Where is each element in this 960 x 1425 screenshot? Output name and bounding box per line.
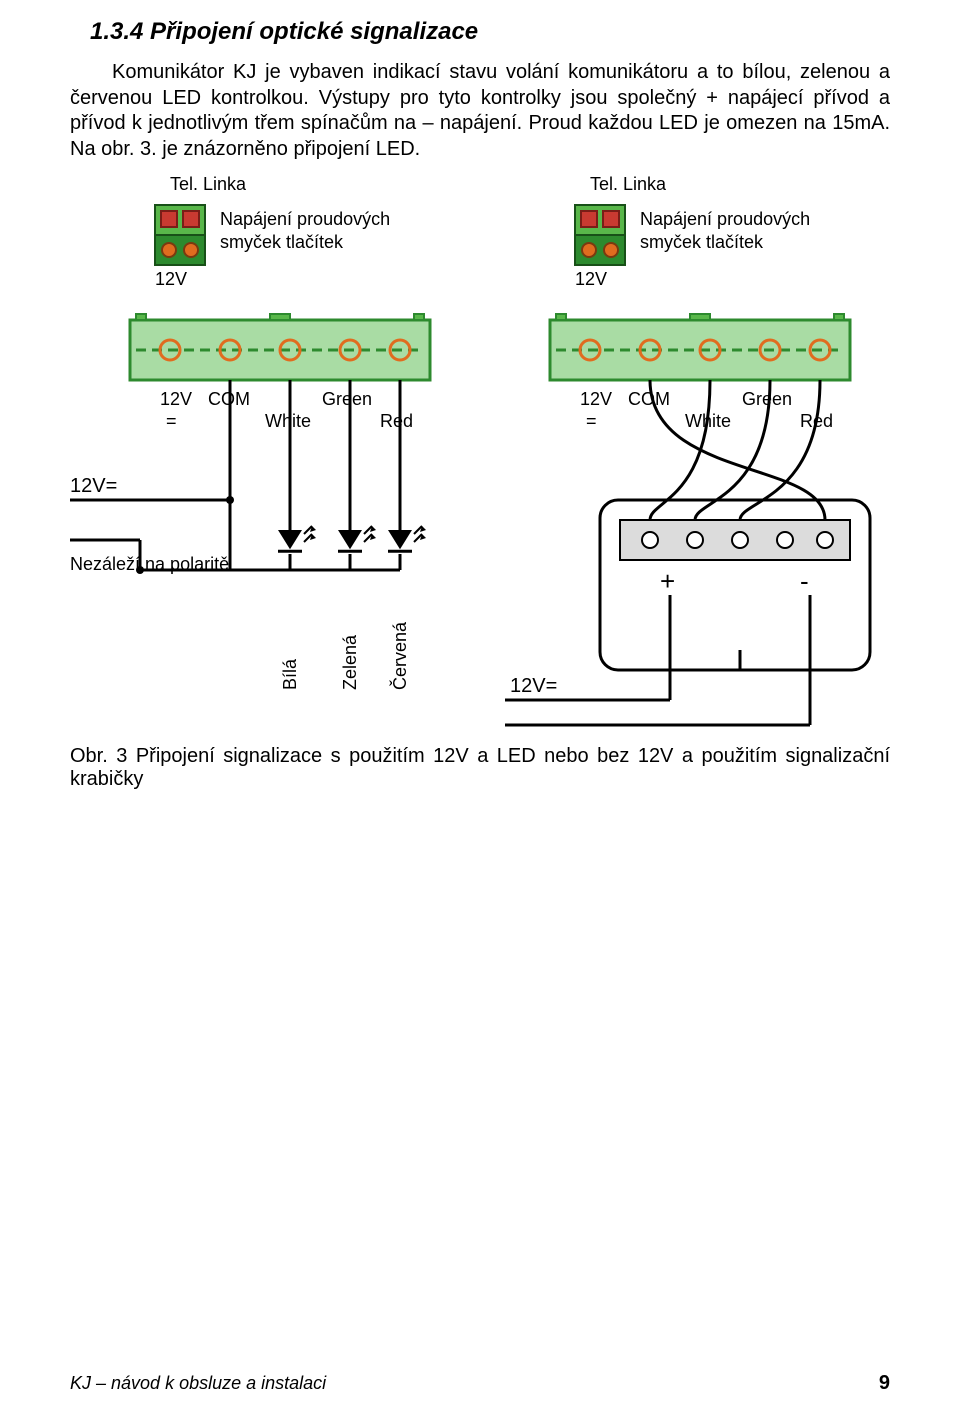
svg-text:Napájení proudových: Napájení proudových <box>640 209 810 229</box>
page-footer: KJ – návod k obsluze a instalaci 9 <box>70 1372 890 1395</box>
svg-text:Green: Green <box>322 389 372 409</box>
body-paragraph: Komunikátor KJ je vybaven indikací stavu… <box>70 60 890 162</box>
svg-text:smyček tlačítek: smyček tlačítek <box>640 232 764 252</box>
section-heading: 1.3.4 Připojení optické signalizace <box>90 18 890 46</box>
svg-text:Tel. Linka: Tel. Linka <box>590 174 667 194</box>
svg-text:Green: Green <box>742 389 792 409</box>
svg-text:-: - <box>800 566 809 596</box>
footer-page-number: 9 <box>879 1372 890 1395</box>
wiring-diagram: Tel. Linka Napájení proudových smyček tlač… <box>70 170 890 730</box>
svg-text:Napájení proudových: Napájení proudových <box>220 209 390 229</box>
svg-text:12V=: 12V= <box>510 675 557 697</box>
figure-caption: Obr. 3 Připojení signalizace s použitím … <box>70 745 890 791</box>
svg-text:12V: 12V <box>160 389 192 409</box>
svg-text:Tel. Linka: Tel. Linka <box>170 174 247 194</box>
svg-text:COM: COM <box>628 389 670 409</box>
svg-text:12V: 12V <box>155 269 187 289</box>
svg-text:12V: 12V <box>575 269 607 289</box>
svg-text:Bílá: Bílá <box>280 658 300 690</box>
svg-text:Nezáleží na polaritě: Nezáleží na polaritě <box>70 554 229 574</box>
svg-text:=: = <box>586 411 597 431</box>
diagram-figure: Tel. Linka Napájení proudových smyček tlač… <box>70 170 890 735</box>
svg-text:=: = <box>166 411 177 431</box>
svg-text:+: + <box>660 566 675 596</box>
svg-text:12V: 12V <box>580 389 612 409</box>
svg-text:Červená: Červená <box>389 621 410 690</box>
page: 1.3.4 Připojení optické signalizace Komu… <box>0 0 960 1425</box>
svg-text:Red: Red <box>380 411 413 431</box>
svg-text:Zelená: Zelená <box>340 634 360 690</box>
svg-text:smyček tlačítek: smyček tlačítek <box>220 232 344 252</box>
footer-title: KJ – návod k obsluze a instalaci <box>70 1373 326 1394</box>
svg-text:White: White <box>265 411 311 431</box>
svg-text:12V=: 12V= <box>70 475 117 497</box>
